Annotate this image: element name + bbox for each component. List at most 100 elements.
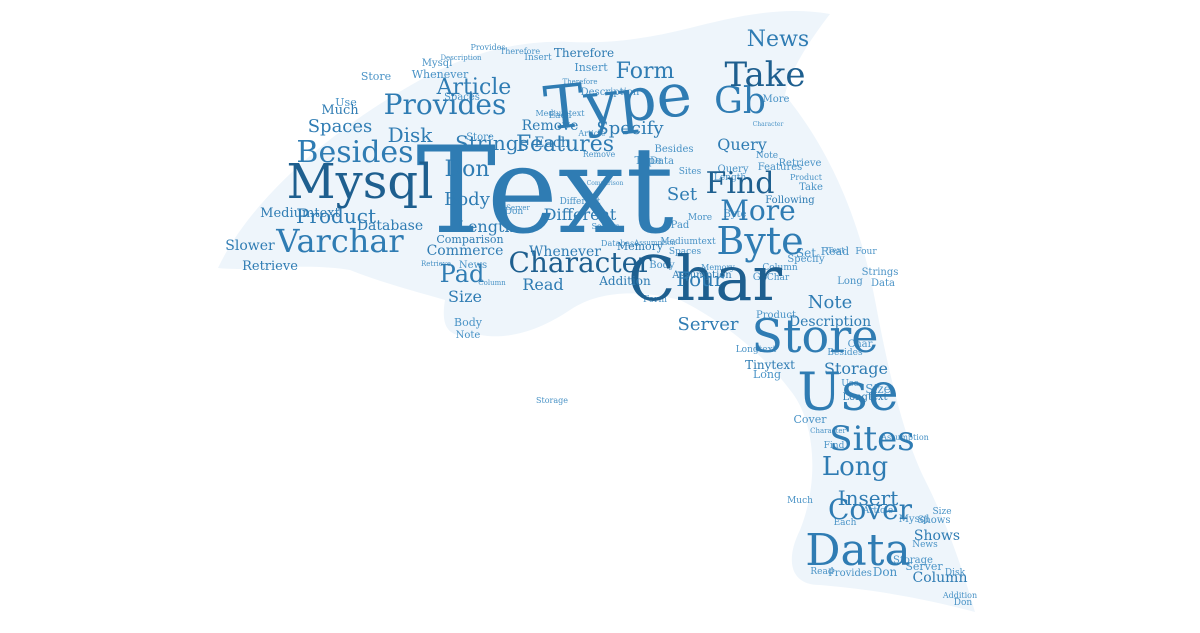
cloud-word: Use bbox=[797, 363, 898, 423]
cloud-word: Size bbox=[448, 287, 482, 306]
cloud-word-small: Insert bbox=[574, 61, 608, 74]
cloud-word-small: Note bbox=[456, 330, 481, 341]
cloud-word-small: Type bbox=[634, 154, 661, 167]
cloud-word-small: More bbox=[763, 94, 790, 105]
cloud-word-small: Comparison bbox=[587, 180, 624, 187]
cloud-word-small: Product bbox=[756, 310, 796, 321]
cloud-word-small: Pad bbox=[671, 220, 690, 231]
cloud-word-small: News bbox=[459, 260, 487, 271]
cloud-word: Pad bbox=[440, 260, 485, 288]
cloud-word: Varchar bbox=[275, 222, 404, 260]
cloud-word-small: Server bbox=[905, 560, 943, 573]
cloud-word: Provides bbox=[384, 88, 507, 121]
cloud-word-small: Take bbox=[799, 182, 823, 193]
cloud-word-small: Byte bbox=[724, 209, 747, 220]
cloud-word: Length bbox=[457, 217, 514, 236]
cloud-word: Body bbox=[444, 189, 491, 210]
cloud-word: Don bbox=[444, 157, 489, 182]
cloud-word-small: Shows bbox=[917, 515, 950, 526]
cloud-word-small: Mysql bbox=[422, 58, 453, 69]
cloud-word: News bbox=[747, 27, 809, 52]
cloud-word-small: Description bbox=[440, 54, 482, 62]
cloud-word: Character bbox=[508, 246, 652, 279]
cloud-word-small: Mysql bbox=[899, 514, 930, 525]
cloud-word-small: Mediumtext bbox=[660, 237, 716, 247]
cloud-word-small: Different bbox=[560, 197, 601, 207]
cloud-word-small: Article bbox=[577, 129, 605, 138]
cloud-word: Specify bbox=[596, 118, 664, 139]
cloud-word: Following bbox=[765, 195, 815, 206]
cloud-word-small: Assumption bbox=[880, 433, 929, 442]
cloud-word-small: Product bbox=[790, 173, 823, 182]
cloud-word: Gb bbox=[714, 81, 766, 122]
cloud-word: Sites bbox=[829, 419, 914, 459]
cloud-word: Char bbox=[628, 242, 782, 315]
cloud-word-small: Besides bbox=[654, 144, 693, 155]
cloud-word: Each bbox=[534, 135, 569, 151]
cloud-word-small: Store bbox=[466, 132, 494, 143]
cloud-word: Byte bbox=[716, 219, 803, 263]
cloud-word-small: Assumption bbox=[633, 239, 676, 247]
cloud-word-small: Each bbox=[834, 518, 857, 528]
cloud-word-small: More bbox=[688, 213, 712, 223]
cloud-word-small: Set bbox=[796, 246, 816, 260]
cloud-word-small: Column bbox=[762, 263, 798, 273]
cloud-word: Besides bbox=[296, 135, 413, 170]
cloud-word-small: Long bbox=[753, 368, 781, 381]
cloud-word-small: Find bbox=[824, 441, 845, 451]
cloud-word-small: Read bbox=[810, 567, 833, 577]
cloud-word-small: Character bbox=[810, 427, 846, 435]
cloud-word-small: News bbox=[912, 540, 938, 550]
cloud-word: Comparison bbox=[436, 233, 503, 246]
cloud-word-small: Mediumtext bbox=[535, 109, 585, 118]
cloud-word: Strings bbox=[455, 131, 529, 155]
cloud-word-small: Char bbox=[848, 339, 873, 350]
cloud-word: Product bbox=[296, 204, 376, 228]
cloud-word: Form bbox=[616, 59, 675, 84]
cloud-word-small: Text bbox=[827, 246, 845, 255]
cloud-word: Disk bbox=[388, 123, 434, 147]
cloud-word-small: Article bbox=[862, 506, 894, 516]
cloud-word: Text bbox=[416, 122, 674, 261]
cloud-word: Four bbox=[676, 267, 724, 291]
cloud-word: Server bbox=[677, 314, 738, 335]
cloud-word-small: Long bbox=[837, 276, 863, 287]
cloud-word-small: Each bbox=[549, 111, 572, 121]
cloud-word: Different bbox=[544, 205, 617, 224]
cloud-word: Insert bbox=[838, 486, 898, 510]
cloud-word-small: Storage bbox=[536, 396, 568, 405]
cloud-word-small: Body bbox=[454, 316, 483, 329]
cloud-word-small: Server bbox=[591, 222, 618, 231]
cloud-word: Assumption bbox=[671, 270, 732, 281]
cloud-word: Mediumtext bbox=[260, 206, 340, 221]
cloud-word-small: Therefore bbox=[562, 78, 597, 86]
cloud-word-small: Remove bbox=[583, 150, 616, 159]
cloud-word: Shows bbox=[914, 528, 960, 544]
cloud-word-small: Four bbox=[855, 247, 877, 257]
cloud-word: Type bbox=[541, 60, 695, 145]
cloud-word-small: Query bbox=[718, 164, 749, 175]
cloud-word-small: Sites bbox=[679, 167, 702, 177]
cloud-word-small: Specify bbox=[787, 254, 825, 265]
cloud-word-small: Features bbox=[758, 162, 803, 173]
cloud-word-small: Much bbox=[787, 496, 813, 506]
cloud-word: Column bbox=[913, 570, 968, 586]
cloud-word-small: Gb bbox=[753, 272, 767, 283]
cloud-word: Remove bbox=[522, 118, 579, 134]
cloud-word: Query bbox=[717, 135, 767, 154]
cloud-word-small: Character bbox=[753, 121, 784, 128]
cloud-word-small: Char bbox=[767, 273, 790, 283]
cloud-word: More bbox=[720, 194, 795, 227]
cloud-word-small: Spaces bbox=[444, 92, 480, 103]
dolphin-silhouette bbox=[218, 10, 975, 612]
cloud-word: Mysql bbox=[287, 154, 434, 210]
cloud-word: Therefore bbox=[554, 46, 614, 60]
cloud-word-small: Note bbox=[756, 151, 778, 161]
cloud-word-small: Length bbox=[714, 173, 746, 183]
cloud-word-small: Store bbox=[361, 70, 391, 83]
cloud-word: Addition bbox=[598, 274, 651, 288]
cloud-word: Long bbox=[822, 452, 888, 482]
cloud-word-small: Provides bbox=[470, 43, 505, 52]
